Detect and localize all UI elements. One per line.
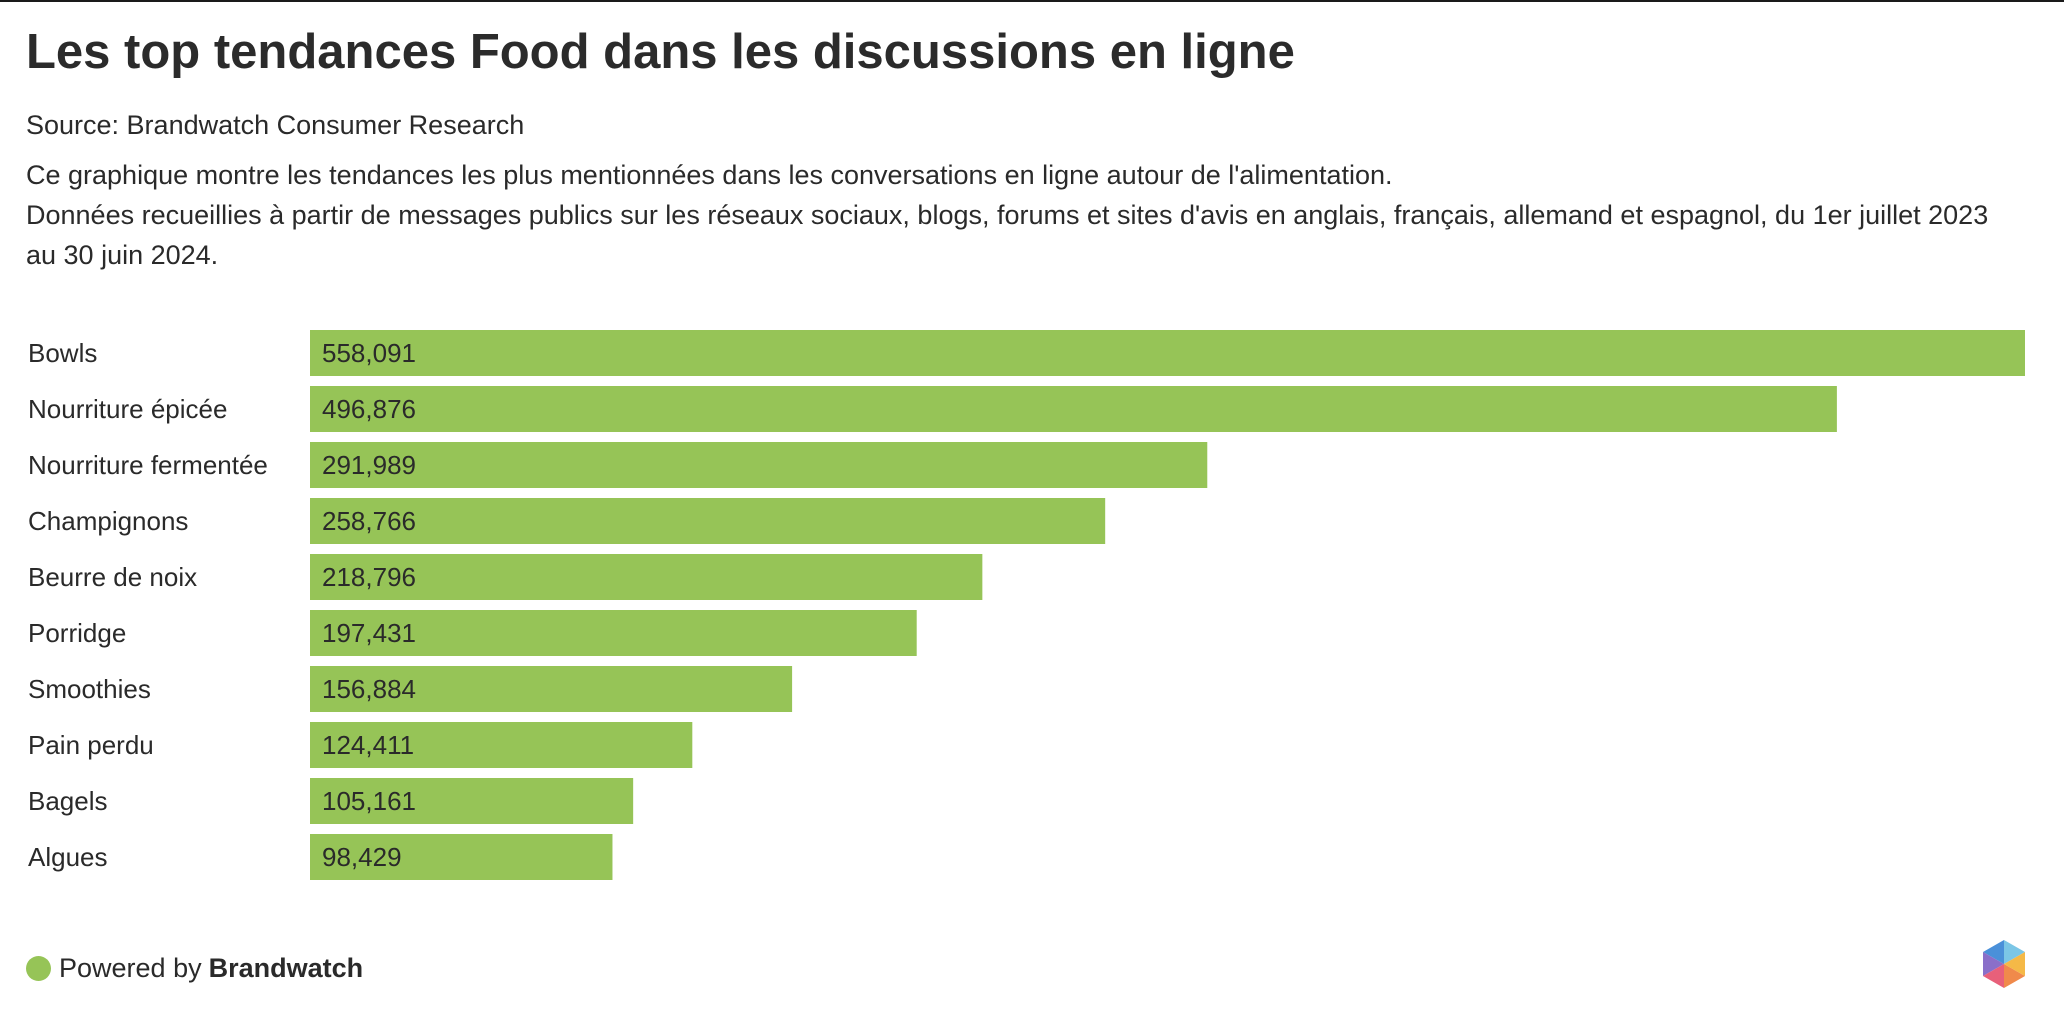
bar bbox=[310, 778, 634, 824]
green-dot-icon bbox=[26, 955, 51, 981]
bar-value-label: 124,411 bbox=[322, 730, 414, 760]
chart-description: Ce graphique montre les tendances les pl… bbox=[26, 155, 2016, 275]
bar bbox=[310, 498, 1106, 544]
brand-name: Brandwatch bbox=[208, 952, 364, 983]
chart-title: Les top tendances Food dans les discussi… bbox=[26, 25, 1295, 79]
bar bbox=[310, 330, 2025, 376]
category-label: Nourriture fermentée bbox=[28, 450, 268, 480]
bar bbox=[310, 666, 793, 712]
bar-value-label: 496,876 bbox=[322, 394, 416, 424]
category-label: Champignons bbox=[28, 506, 188, 536]
description-line-2: Données recueillies à partir de messages… bbox=[26, 200, 1989, 270]
category-label: Bowls bbox=[28, 338, 97, 368]
bar-value-label: 291,989 bbox=[322, 450, 416, 480]
category-label: Algues bbox=[28, 842, 108, 872]
bar bbox=[310, 722, 693, 768]
bar bbox=[310, 834, 613, 880]
category-label: Nourriture épicée bbox=[28, 394, 227, 424]
source-note: Source: Brandwatch Consumer Research bbox=[26, 110, 525, 140]
bar-value-label: 558,091 bbox=[322, 338, 416, 368]
category-label: Beurre de noix bbox=[28, 562, 197, 592]
top-border bbox=[0, 0, 2064, 2]
bar-value-label: 105,161 bbox=[322, 786, 416, 816]
bar bbox=[310, 610, 917, 656]
bar-chart-area: Bowls 558,091 Nourriture épicée 496,876 Nour… bbox=[0, 320, 2064, 900]
bar-value-label: 218,796 bbox=[322, 562, 416, 592]
category-label: Porridge bbox=[28, 618, 126, 648]
bar bbox=[310, 442, 1208, 488]
bar-value-label: 98,429 bbox=[322, 842, 402, 872]
category-label: Smoothies bbox=[28, 674, 151, 704]
category-label: Pain perdu bbox=[28, 730, 154, 760]
brandwatch-logo-icon bbox=[1983, 940, 2025, 988]
bar-value-label: 156,884 bbox=[322, 674, 416, 704]
bar-chart: Bowls 558,091 Nourriture épicée 496,876 Nour… bbox=[28, 330, 2025, 880]
bar-value-label: 197,431 bbox=[322, 618, 416, 648]
category-label: Bagels bbox=[28, 786, 108, 816]
powered-by-label: Powered by bbox=[59, 952, 202, 983]
bar bbox=[310, 554, 983, 600]
description-line-1: Ce graphique montre les tendances les pl… bbox=[26, 160, 1393, 190]
bar-value-label: 258,766 bbox=[322, 506, 416, 536]
powered-by-footer: Powered by Brandwatch bbox=[26, 950, 363, 986]
bar bbox=[310, 386, 1837, 432]
